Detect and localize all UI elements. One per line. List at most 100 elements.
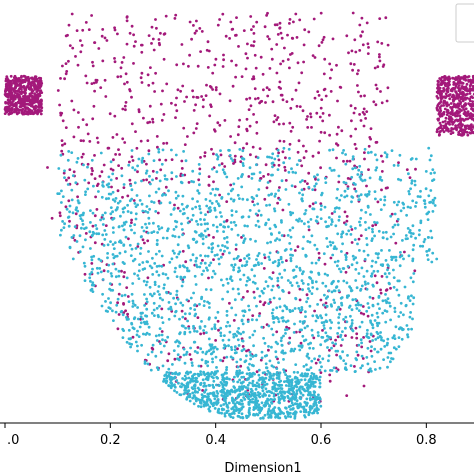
scatter-point	[207, 395, 210, 398]
scatter-point	[90, 172, 94, 176]
scatter-point	[217, 204, 221, 208]
scatter-point	[444, 92, 448, 96]
scatter-point	[267, 302, 271, 305]
scatter-point	[437, 117, 440, 121]
scatter-point	[229, 389, 233, 393]
scatter-point	[345, 34, 349, 38]
scatter-point	[268, 371, 271, 375]
scatter-point	[257, 314, 261, 318]
scatter-point	[221, 283, 225, 287]
scatter-point	[443, 75, 447, 78]
scatter-point	[447, 117, 451, 121]
scatter-point	[289, 213, 293, 217]
scatter-point	[193, 308, 197, 311]
scatter-point	[152, 221, 155, 225]
scatter-point	[157, 273, 161, 277]
scatter-point	[186, 319, 190, 323]
scatter-point	[267, 37, 271, 41]
scatter-point	[281, 309, 285, 313]
scatter-point	[14, 83, 18, 87]
scatter-point	[339, 344, 343, 347]
scatter-point	[282, 140, 286, 143]
scatter-point	[162, 32, 166, 36]
scatter-point	[216, 155, 220, 159]
scatter-point	[288, 121, 292, 125]
scatter-point	[280, 234, 284, 237]
scatter-point	[252, 40, 256, 43]
scatter-point	[238, 385, 241, 389]
scatter-point	[109, 160, 113, 164]
scatter-point	[333, 301, 336, 304]
scatter-point	[108, 287, 111, 291]
scatter-point	[289, 408, 292, 411]
scatter-point	[310, 359, 314, 363]
scatter-point	[460, 76, 464, 80]
scatter-point	[246, 290, 249, 293]
scatter-point	[334, 224, 338, 228]
scatter-point	[175, 391, 179, 394]
scatter-point	[217, 262, 221, 266]
scatter-point	[456, 106, 460, 109]
scatter-point	[256, 254, 260, 258]
scatter-point	[313, 385, 317, 388]
scatter-point	[170, 101, 173, 105]
scatter-point	[381, 65, 385, 68]
scatter-point	[156, 211, 160, 215]
scatter-point	[191, 213, 195, 217]
scatter-point	[328, 379, 332, 383]
scatter-point	[222, 395, 226, 399]
scatter-point	[72, 108, 76, 112]
scatter-point	[130, 188, 134, 192]
scatter-point	[411, 257, 415, 261]
scatter-point	[429, 189, 433, 192]
scatter-point	[277, 231, 281, 235]
scatter-point	[346, 177, 350, 180]
scatter-point	[376, 315, 380, 319]
scatter-point	[375, 330, 379, 334]
scatter-point	[423, 202, 427, 206]
scatter-point	[6, 80, 10, 84]
scatter-point	[262, 175, 265, 178]
scatter-point	[27, 82, 30, 85]
scatter-point	[274, 350, 278, 354]
scatter-point	[136, 164, 140, 168]
scatter-point	[374, 260, 378, 264]
scatter-point	[128, 88, 132, 91]
scatter-point	[200, 297, 203, 301]
scatter-point	[75, 29, 79, 32]
scatter-point	[371, 326, 375, 330]
scatter-point	[246, 56, 249, 60]
scatter-point	[340, 250, 343, 253]
scatter-point	[124, 72, 128, 76]
scatter-point	[188, 20, 192, 24]
scatter-point	[211, 187, 215, 191]
scatter-point	[398, 255, 402, 259]
scatter-point	[271, 271, 275, 274]
scatter-point	[394, 325, 398, 329]
scatter-point	[102, 244, 106, 247]
scatter-point	[390, 258, 394, 261]
scatter-point	[262, 303, 266, 307]
scatter-point	[193, 372, 197, 376]
scatter-point	[394, 258, 398, 262]
scatter-point	[12, 94, 15, 98]
scatter-point	[206, 40, 210, 44]
scatter-point	[229, 275, 233, 279]
scatter-point	[295, 163, 299, 167]
scatter-point	[345, 281, 349, 285]
scatter-point	[354, 279, 358, 282]
scatter-point	[355, 358, 358, 362]
scatter-point	[384, 259, 388, 262]
scatter-point	[305, 118, 308, 121]
scatter-point	[231, 416, 235, 419]
scatter-point	[350, 49, 354, 53]
scatter-point	[350, 319, 354, 322]
scatter-point	[251, 379, 255, 383]
scatter-point	[250, 363, 254, 367]
scatter-point	[410, 181, 414, 185]
scatter-point	[380, 170, 384, 173]
scatter-point	[86, 165, 89, 169]
scatter-point	[207, 337, 211, 341]
scatter-point	[169, 384, 173, 388]
scatter-point	[280, 36, 284, 40]
